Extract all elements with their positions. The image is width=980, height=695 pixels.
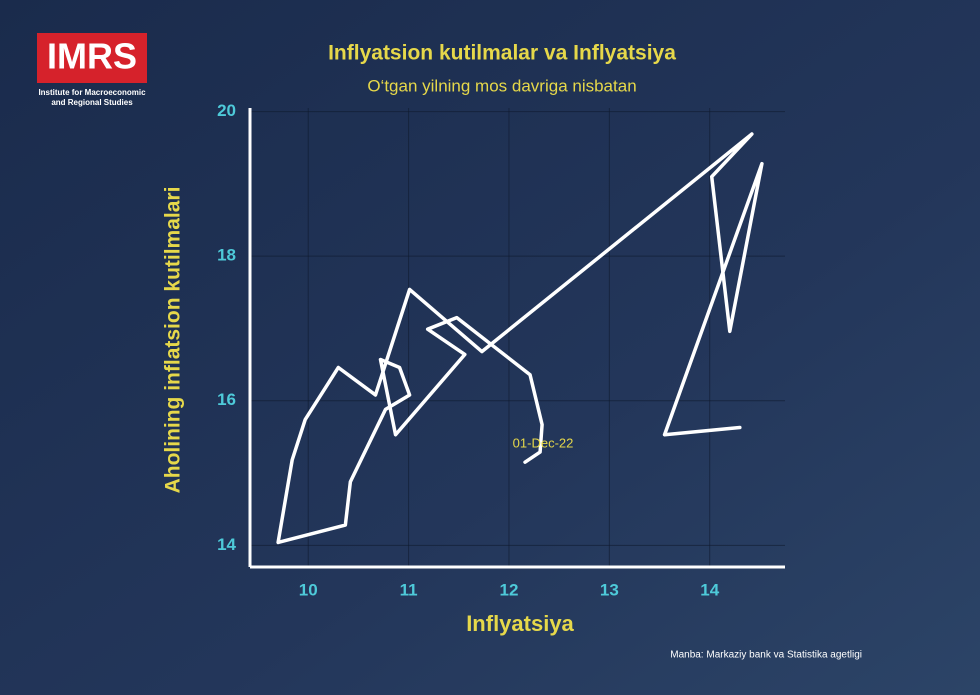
logo-subtitle: Institute for Macroeconomic [38,88,146,97]
y-tick-label: 16 [217,390,236,409]
chart-title: Inflyatsion kutilmalar va Inflyatsiya [328,42,676,65]
x-tick-label: 10 [299,580,318,599]
source-note: Manba: Markaziy bank va Statistika agetl… [670,650,862,661]
x-tick-label: 11 [400,580,418,599]
x-tick-label: 12 [500,580,519,599]
x-tick-label: 14 [700,580,719,599]
x-axis-label: Inflyatsiya [466,611,574,636]
chart-subtitle: O‘tgan yilning mos davriga nisbatan [367,76,636,95]
logo-text: IMRS [47,36,137,77]
logo-subtitle: and Regional Studies [51,98,133,107]
y-tick-label: 18 [217,246,236,265]
y-tick-label: 14 [217,535,236,554]
y-tick-label: 20 [217,101,236,120]
x-tick-label: 13 [600,580,619,599]
logo-box [37,33,147,83]
annotation: 01-Dec-22 [513,436,574,451]
data-line [276,132,764,545]
y-axis-label: Aholining inflatsion kutilmalari [162,187,185,494]
